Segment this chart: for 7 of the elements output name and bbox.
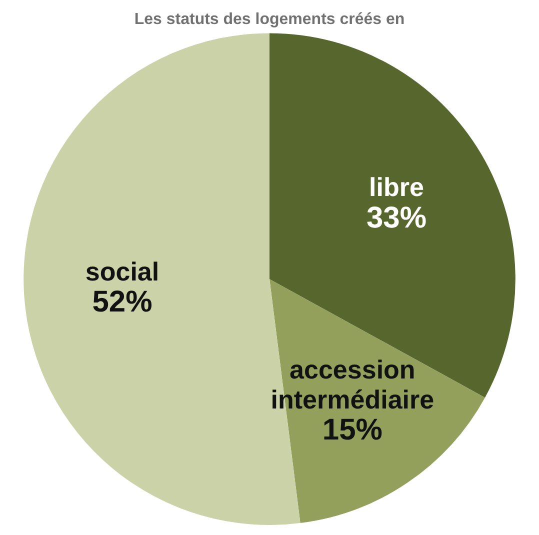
slice-label: libre xyxy=(369,172,424,202)
slice-label: social xyxy=(85,256,160,287)
data-label: 52% xyxy=(92,286,152,319)
data-label: 33% xyxy=(366,201,427,234)
data-label: 15% xyxy=(322,413,382,446)
chart-title: Les statuts des logements créés en xyxy=(134,11,405,28)
slice-label: accession intermédiaire xyxy=(270,354,434,414)
